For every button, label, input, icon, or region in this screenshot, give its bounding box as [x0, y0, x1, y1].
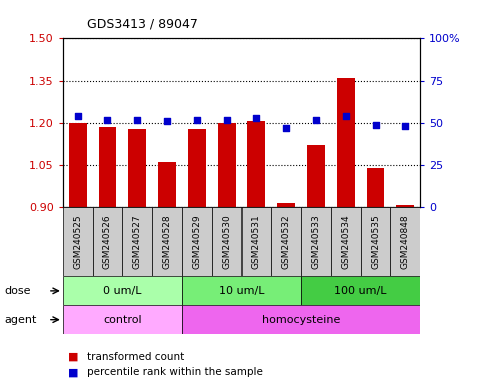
Bar: [63, 207, 93, 276]
Point: [223, 116, 230, 122]
Bar: [188, 129, 206, 207]
Bar: [99, 127, 116, 207]
Text: control: control: [103, 314, 142, 325]
Bar: [277, 203, 295, 207]
Text: GSM240530: GSM240530: [222, 215, 231, 269]
Text: GDS3413 / 89047: GDS3413 / 89047: [87, 17, 198, 30]
Point: [163, 118, 171, 124]
Bar: [301, 276, 420, 305]
Point: [253, 115, 260, 121]
Bar: [271, 207, 301, 276]
Text: transformed count: transformed count: [87, 352, 184, 362]
Bar: [397, 205, 414, 207]
Bar: [212, 207, 242, 276]
Bar: [63, 305, 182, 334]
Bar: [182, 276, 301, 305]
Text: 0 um/L: 0 um/L: [103, 286, 142, 296]
Bar: [122, 207, 152, 276]
Text: GSM240531: GSM240531: [252, 215, 261, 269]
Bar: [337, 78, 355, 207]
Bar: [242, 207, 271, 276]
Bar: [367, 168, 384, 207]
Text: percentile rank within the sample: percentile rank within the sample: [87, 367, 263, 377]
Bar: [301, 207, 331, 276]
Point: [312, 116, 320, 122]
Text: GSM240535: GSM240535: [371, 215, 380, 269]
Point: [104, 116, 112, 122]
Bar: [182, 207, 212, 276]
Text: GSM240525: GSM240525: [73, 215, 82, 269]
Point: [282, 125, 290, 131]
Point: [193, 116, 201, 122]
Text: GSM240526: GSM240526: [103, 215, 112, 269]
Bar: [158, 162, 176, 207]
Point: [401, 123, 409, 129]
Text: GSM240848: GSM240848: [401, 215, 410, 269]
Text: 100 um/L: 100 um/L: [334, 286, 387, 296]
Bar: [63, 276, 182, 305]
Bar: [128, 129, 146, 207]
Text: agent: agent: [5, 314, 37, 325]
Point: [133, 116, 141, 122]
Point: [74, 113, 82, 119]
Bar: [69, 123, 86, 207]
Text: ■: ■: [68, 367, 78, 377]
Bar: [361, 207, 390, 276]
Text: 10 um/L: 10 um/L: [219, 286, 264, 296]
Bar: [307, 146, 325, 207]
Text: homocysteine: homocysteine: [262, 314, 340, 325]
Text: GSM240533: GSM240533: [312, 215, 320, 269]
Text: GSM240529: GSM240529: [192, 215, 201, 269]
Bar: [331, 207, 361, 276]
Bar: [247, 121, 265, 207]
Text: GSM240532: GSM240532: [282, 215, 291, 269]
Bar: [93, 207, 122, 276]
Text: GSM240528: GSM240528: [163, 215, 171, 269]
Point: [372, 121, 380, 127]
Bar: [390, 207, 420, 276]
Text: ■: ■: [68, 352, 78, 362]
Text: dose: dose: [5, 286, 31, 296]
Text: GSM240534: GSM240534: [341, 215, 350, 269]
Point: [342, 113, 350, 119]
Bar: [152, 207, 182, 276]
Text: GSM240527: GSM240527: [133, 215, 142, 269]
Bar: [218, 123, 236, 207]
Bar: [182, 305, 420, 334]
